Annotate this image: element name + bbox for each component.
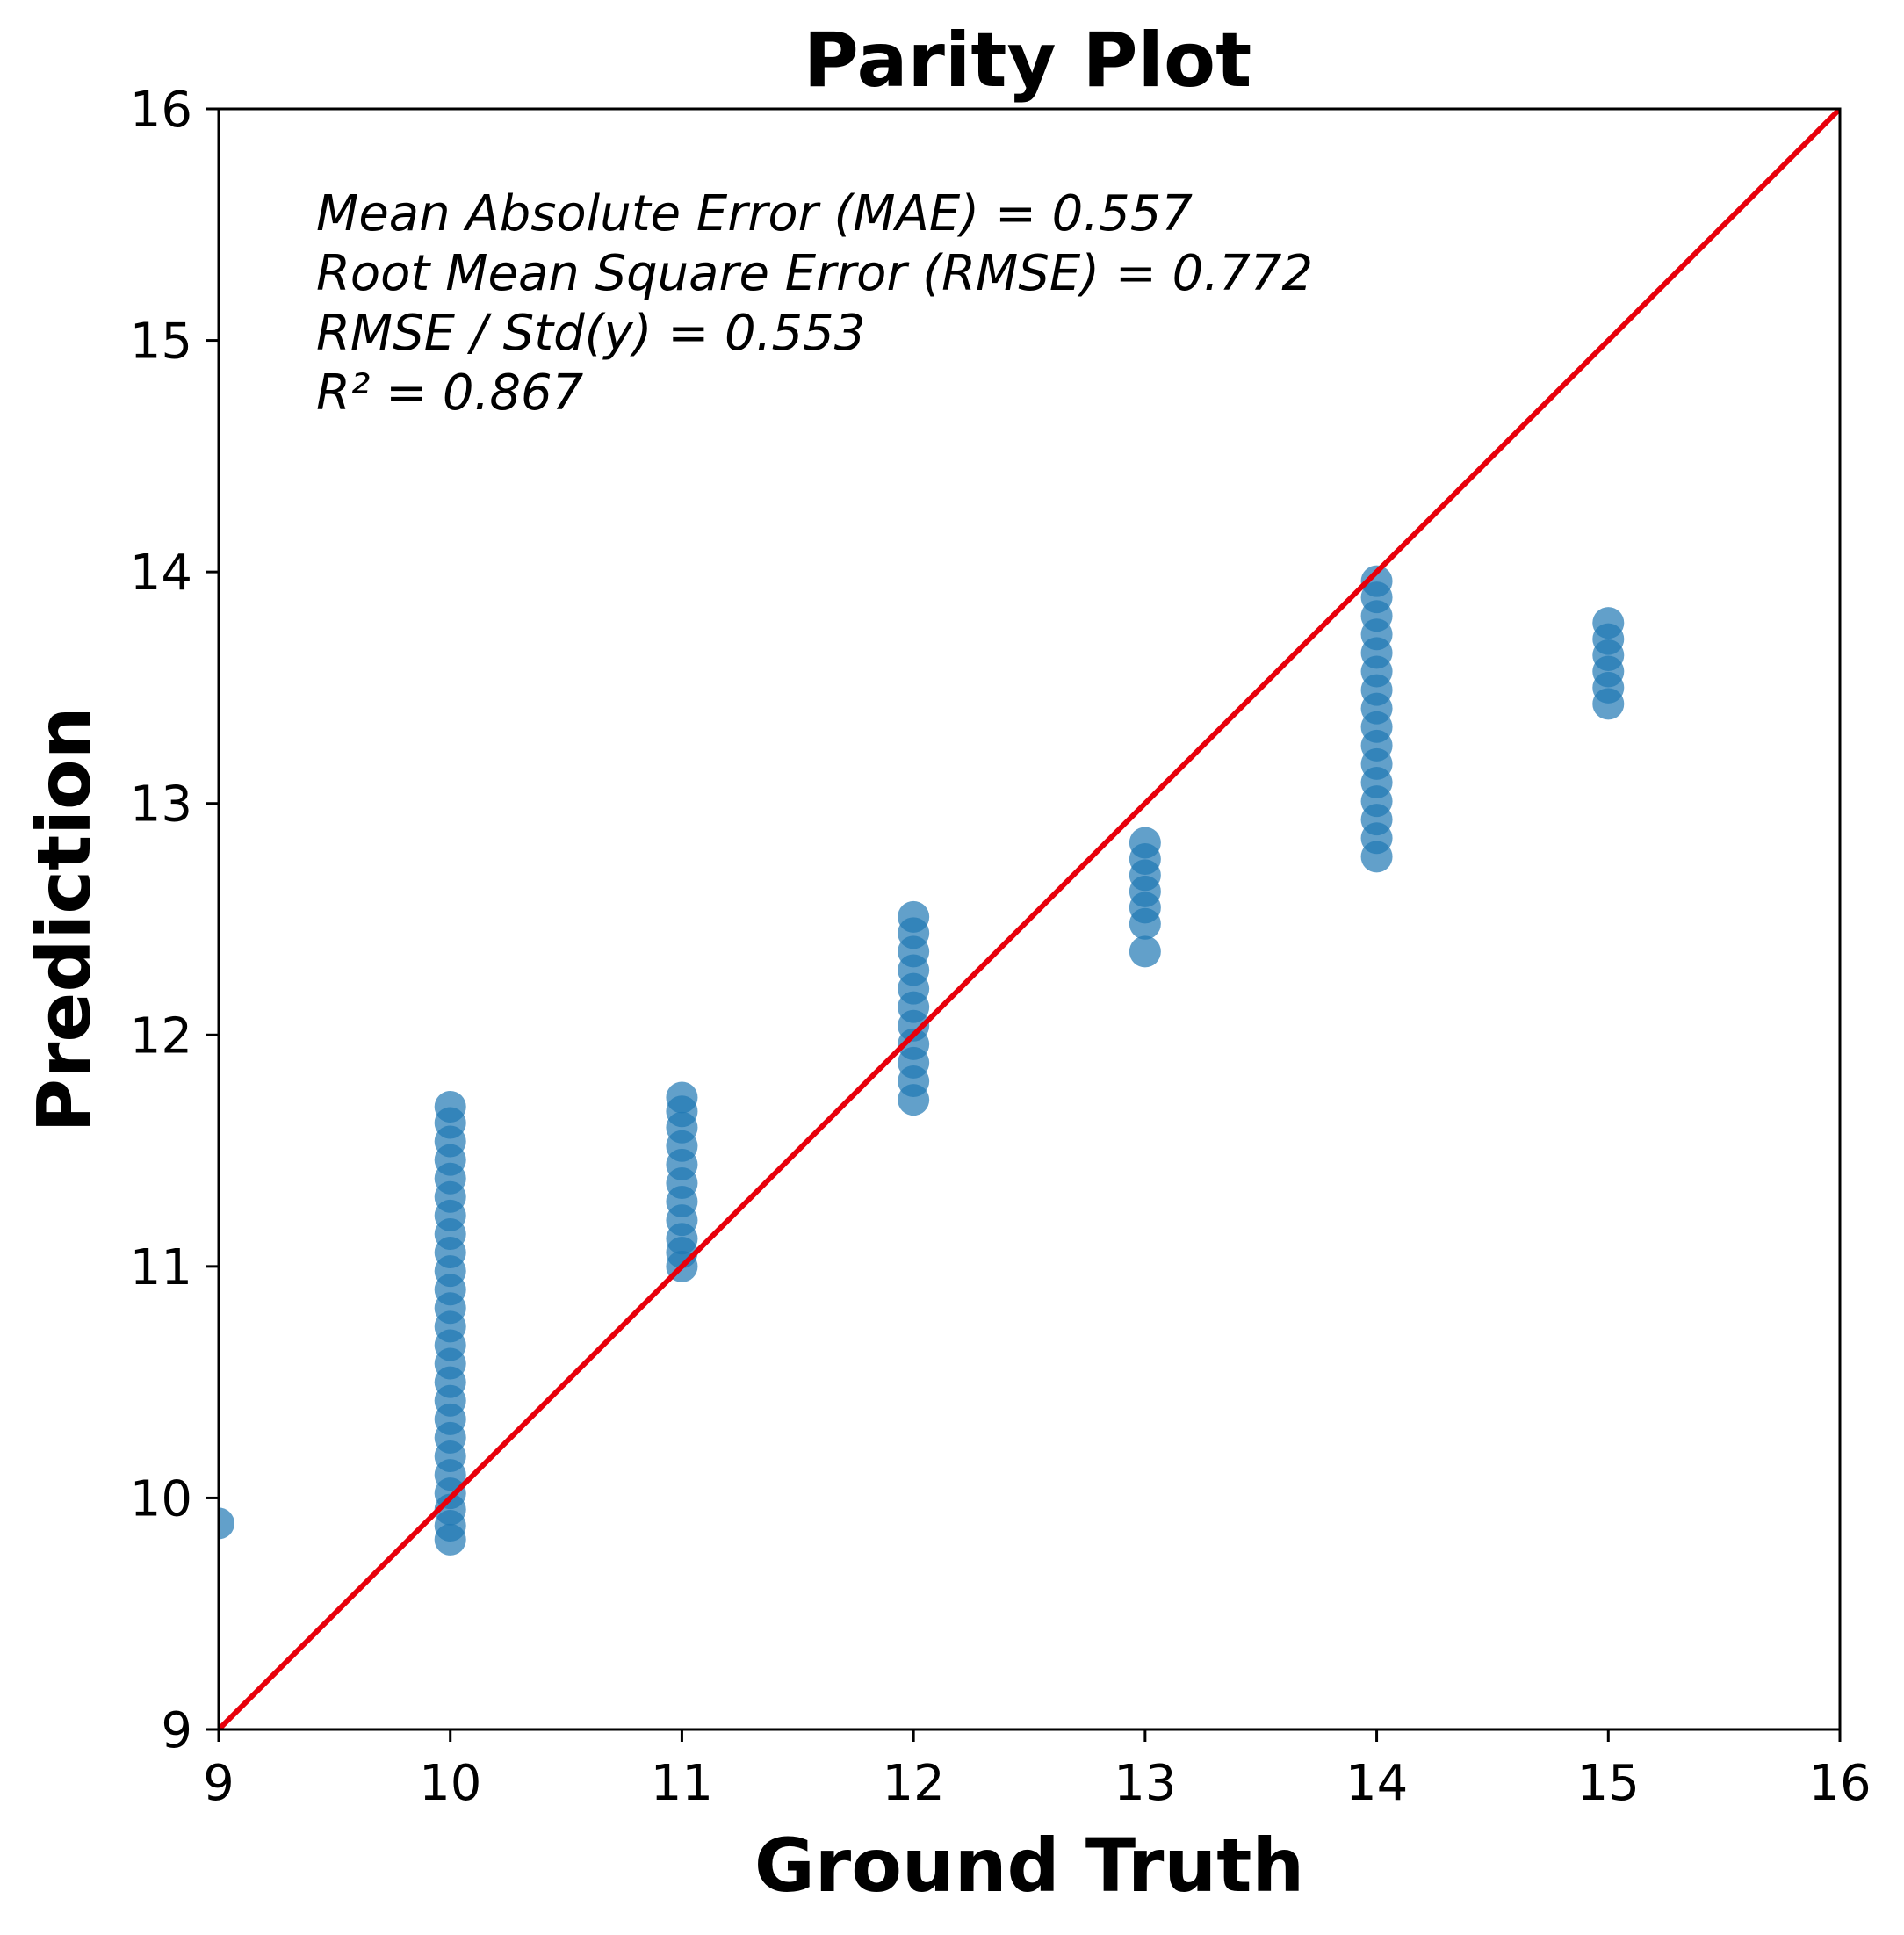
metric-line-3: R² = 0.867 — [316, 365, 584, 422]
y-tick-label-5: 14 — [130, 545, 192, 602]
x-tick-label-1: 10 — [419, 1755, 481, 1812]
scatter-point-0-48 — [1129, 935, 1161, 968]
y-tick-label-1: 10 — [130, 1470, 192, 1527]
y-axis-label: Prediction — [21, 706, 107, 1132]
scatter-point-0-36 — [666, 1081, 698, 1114]
metric-line-1: Root Mean Square Error (RMSE) = 0.772 — [316, 245, 1313, 302]
y-tick-label-2: 11 — [130, 1239, 192, 1296]
y-tick-label-4: 13 — [130, 776, 192, 834]
scatter-point-0-0 — [219, 1507, 234, 1540]
scatter-point-0-47 — [898, 900, 930, 933]
x-tick-label-0: 9 — [203, 1755, 234, 1812]
metric-line-2: RMSE / Std(y) = 0.553 — [316, 305, 865, 362]
chart-title: Parity Plot — [804, 17, 1251, 105]
x-tick-label-5: 14 — [1345, 1755, 1408, 1812]
y-tick-label-0: 9 — [161, 1702, 192, 1759]
scatter-point-0-25 — [434, 1090, 466, 1123]
y-tick-label-3: 12 — [130, 1007, 192, 1065]
scatter-point-0-76 — [1592, 607, 1625, 639]
plot-area — [219, 109, 1840, 1729]
scatter-point-0-54 — [1129, 827, 1161, 859]
y-axis: 9 10 11 12 13 14 15 16 — [130, 82, 219, 1759]
x-tick-label-2: 11 — [651, 1755, 713, 1812]
x-tick-label-7: 16 — [1808, 1755, 1871, 1812]
metric-line-0: Mean Absolute Error (MAE) = 0.557 — [316, 185, 1193, 242]
scatter-point-0-70 — [1360, 565, 1393, 597]
y-tick-label-7: 16 — [130, 82, 192, 139]
plot-frame — [217, 107, 1842, 1731]
parity-line — [219, 109, 1840, 1729]
x-tick-label-4: 13 — [1114, 1755, 1176, 1812]
x-axis-label: Ground Truth — [754, 1823, 1304, 1909]
x-tick-label-3: 12 — [883, 1755, 945, 1812]
x-axis: 9 10 11 12 13 14 15 16 — [203, 1729, 1872, 1812]
x-tick-label-6: 15 — [1577, 1755, 1640, 1812]
y-tick-label-6: 15 — [130, 314, 192, 371]
